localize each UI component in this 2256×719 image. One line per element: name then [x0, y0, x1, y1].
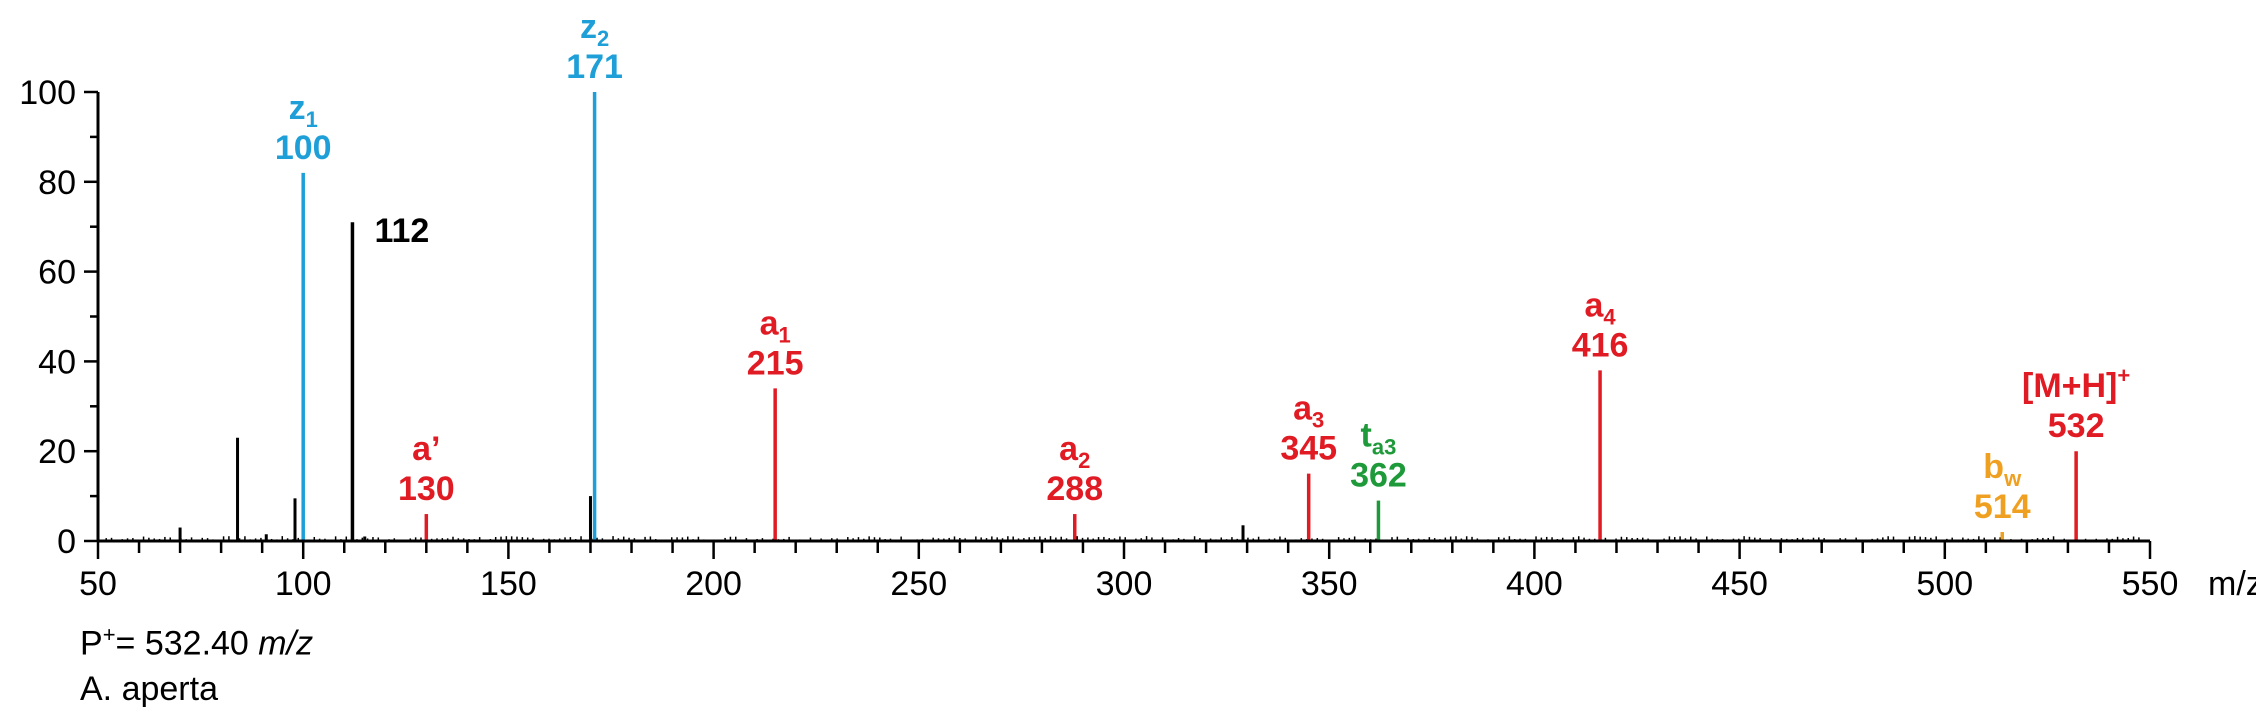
x-tick-label: 150 — [480, 565, 537, 603]
peak-ion-label: a4 — [1584, 286, 1616, 329]
peak-ion-label: bw — [1983, 448, 2022, 491]
peak-ion-label: a’ — [412, 430, 440, 468]
ion-superscript: + — [2117, 363, 2130, 388]
precursor-info: P+= 532.40 m/z — [80, 622, 313, 663]
species-label: A. aperta — [80, 670, 218, 708]
peak-label-112: 112 — [374, 212, 429, 250]
peak-ion-label: z2 — [580, 8, 609, 51]
peak-mass-label: 532 — [2048, 407, 2105, 445]
peak-mass-label: 130 — [398, 470, 455, 508]
y-tick-label: 100 — [19, 74, 76, 112]
precursor-prefix: P — [80, 624, 103, 663]
x-tick-label: 450 — [1711, 565, 1768, 603]
ion-subscript: 2 — [1078, 448, 1090, 473]
x-tick-label: 100 — [275, 565, 332, 603]
peak-mass-label: 171 — [566, 48, 623, 86]
peak-mass-label: 345 — [1280, 430, 1337, 468]
peak-ion-label: [M+H]+ — [2022, 363, 2130, 405]
x-tick-label: 200 — [685, 565, 742, 603]
ion-subscript: w — [2003, 466, 2022, 491]
ticks: 50 100 150 200 250 300 350 400 450 500 550 m/z 0 20 40… — [19, 74, 2256, 603]
precursor-sup: + — [102, 622, 116, 647]
ion-name: a — [1293, 390, 1313, 428]
ion-subscript: 3 — [1312, 408, 1324, 433]
y-tick-label: 80 — [38, 164, 76, 202]
peak-mass-label: 514 — [1974, 488, 2031, 526]
peak-mass-label: 288 — [1046, 470, 1103, 508]
peak-mass-label: 215 — [747, 344, 804, 382]
peak-ion-label: a2 — [1059, 430, 1090, 473]
y-tick-label: 60 — [38, 254, 76, 292]
peak-mass-label: 100 — [275, 129, 332, 167]
x-tick-label: 300 — [1096, 565, 1153, 603]
peak-ion-label: a1 — [760, 304, 791, 347]
ion-name: b — [1983, 448, 2004, 486]
x-tick-label: 400 — [1506, 565, 1563, 603]
y-tick-label: 20 — [38, 433, 76, 471]
ion-name: z — [289, 89, 306, 127]
x-tick-label: 50 — [79, 565, 117, 603]
labeled-peaks — [301, 92, 2078, 541]
ion-name: a’ — [412, 430, 440, 468]
ion-subscript: 2 — [597, 26, 609, 51]
x-axis-unit: m/z — [2208, 565, 2256, 603]
peak-ion-label: ta3 — [1361, 417, 1397, 460]
peak-label-532: 532[M+H]+ — [2022, 363, 2130, 445]
ion-name: a — [1584, 286, 1604, 324]
ion-subscript: a3 — [1372, 435, 1396, 460]
ion-name: a — [1059, 430, 1079, 468]
precursor-unit: m/z — [258, 624, 314, 663]
ion-name: z — [580, 8, 597, 46]
ion-name: a — [760, 304, 780, 342]
precursor-value: = 532.40 — [115, 624, 259, 663]
peak-mass-label: 416 — [1572, 326, 1629, 364]
ion-name: t — [1361, 417, 1372, 455]
ion-subscript: 1 — [778, 322, 790, 347]
peak-ion-label: a3 — [1293, 390, 1324, 433]
x-tick-label: 550 — [2122, 565, 2179, 603]
x-tick-label: 350 — [1301, 565, 1358, 603]
unlabeled-peaks — [178, 437, 1245, 541]
peak-mass-label: 112 — [374, 212, 429, 250]
ion-subscript: 4 — [1603, 304, 1616, 329]
peak-ion-label: z1 — [289, 89, 318, 132]
ion-name: [M+H] — [2022, 367, 2117, 405]
peak-mass-label: 362 — [1350, 457, 1407, 495]
y-tick-label: 40 — [38, 343, 76, 381]
ion-subscript: 1 — [306, 107, 318, 132]
x-tick-label: 250 — [890, 565, 947, 603]
y-tick-label: 0 — [57, 523, 76, 561]
x-tick-label: 500 — [1916, 565, 1973, 603]
